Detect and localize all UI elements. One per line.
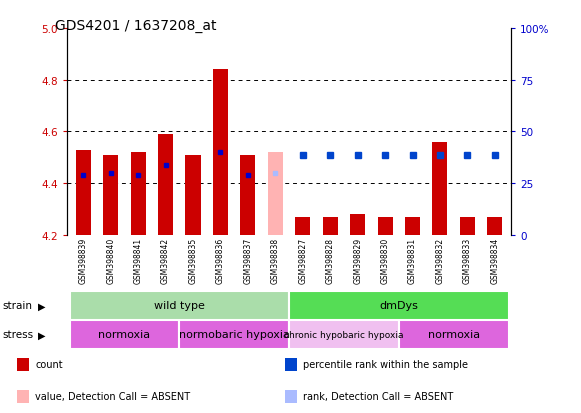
Text: GDS4201 / 1637208_at: GDS4201 / 1637208_at (55, 19, 217, 33)
Bar (158, 135, 173, 235)
Text: GSM398830: GSM398830 (381, 237, 390, 283)
Bar (213, 70, 228, 235)
Text: normoxia: normoxia (98, 330, 150, 339)
Bar (285, 358, 297, 371)
Text: GSM398828: GSM398828 (326, 237, 335, 283)
Text: value, Detection Call = ABSENT: value, Detection Call = ABSENT (35, 391, 190, 401)
Text: GSM398833: GSM398833 (463, 237, 472, 283)
Text: GSM398841: GSM398841 (134, 237, 143, 283)
Text: rank, Detection Call = ABSENT: rank, Detection Call = ABSENT (303, 391, 453, 401)
Bar (405, 217, 420, 235)
Bar (460, 217, 475, 235)
Text: GSM398832: GSM398832 (435, 237, 444, 283)
Text: chronic hypobaric hypoxia: chronic hypobaric hypoxia (284, 330, 404, 339)
Bar (17, 358, 30, 371)
Bar (399, 320, 508, 349)
Text: percentile rank within the sample: percentile rank within the sample (303, 359, 468, 369)
Bar (131, 153, 146, 235)
Bar (295, 217, 310, 235)
Text: GSM398835: GSM398835 (188, 237, 198, 283)
Bar (378, 217, 393, 235)
Text: dmDys: dmDys (379, 301, 418, 311)
Text: strain: strain (3, 301, 33, 311)
Text: GSM398831: GSM398831 (408, 237, 417, 283)
Bar (70, 291, 289, 320)
Bar (103, 155, 119, 235)
Text: ▶: ▶ (38, 330, 45, 339)
Bar (322, 217, 338, 235)
Bar (350, 215, 365, 235)
Bar (285, 390, 297, 403)
Text: GSM398829: GSM398829 (353, 237, 362, 283)
Bar (289, 291, 508, 320)
Text: GSM398837: GSM398837 (243, 237, 252, 283)
Bar (268, 153, 283, 235)
Bar (241, 155, 256, 235)
Bar (70, 320, 180, 349)
Text: GSM398840: GSM398840 (106, 237, 115, 283)
Text: stress: stress (3, 330, 34, 339)
Bar (487, 217, 503, 235)
Text: GSM398839: GSM398839 (79, 237, 88, 283)
Text: GSM398838: GSM398838 (271, 237, 280, 283)
Text: GSM398834: GSM398834 (490, 237, 499, 283)
Text: GSM398827: GSM398827 (298, 237, 307, 283)
Text: wild type: wild type (154, 301, 205, 311)
Bar (185, 155, 200, 235)
Bar (17, 390, 30, 403)
Text: count: count (35, 359, 63, 369)
Text: normobaric hypoxia: normobaric hypoxia (179, 330, 289, 339)
Text: ▶: ▶ (38, 301, 45, 311)
Text: GSM398842: GSM398842 (161, 237, 170, 283)
Bar (289, 320, 399, 349)
Text: normoxia: normoxia (428, 330, 480, 339)
Bar (76, 150, 91, 235)
Text: GSM398836: GSM398836 (216, 237, 225, 283)
Bar (180, 320, 289, 349)
Bar (432, 142, 447, 235)
